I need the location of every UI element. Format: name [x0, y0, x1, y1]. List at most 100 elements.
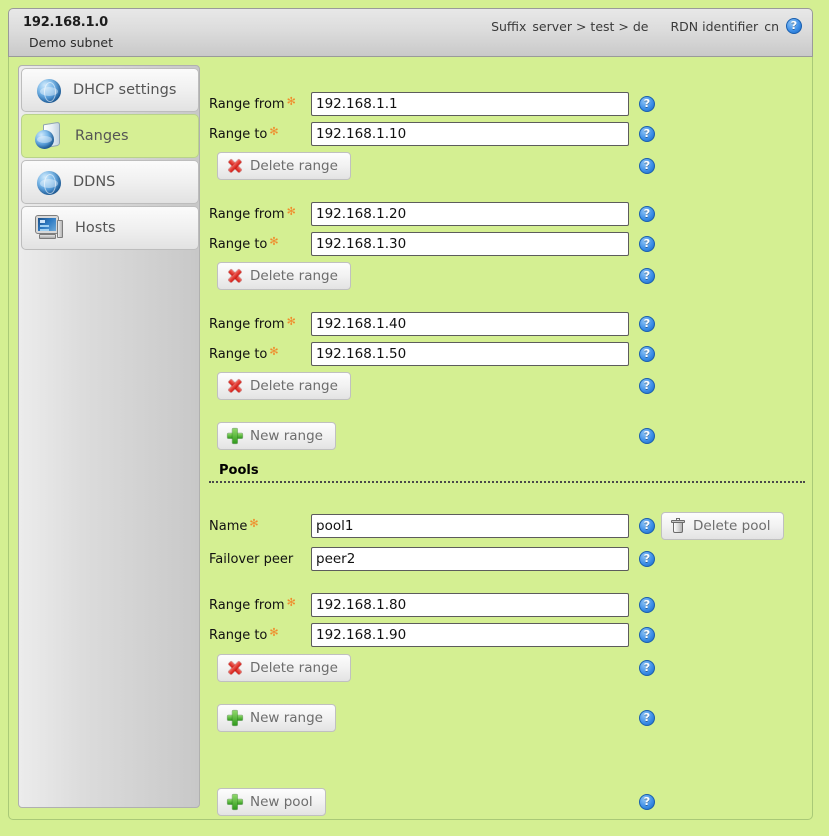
new-pool-button[interactable]: New pool — [217, 788, 326, 816]
new-range-row: New range ? — [209, 704, 805, 732]
pool-name-row: Name ✻ pool1 ? Delete pool — [209, 512, 805, 540]
required-marker: ✻ — [286, 94, 296, 108]
delete-pool-button[interactable]: Delete pool — [661, 512, 784, 540]
required-marker: ✻ — [269, 625, 279, 639]
globe-folder-icon — [35, 121, 65, 150]
delete-range-row: Delete range ? — [209, 654, 805, 682]
globe-icon — [35, 76, 63, 104]
pools-section-title: Pools — [209, 463, 805, 483]
ranges-panel: Range from ✻ 192.168.1.1 ? Range to ✻ 192.… — [209, 65, 805, 816]
sidebar-item-label: Hosts — [75, 220, 116, 236]
new-range-row: New range ? — [209, 422, 805, 450]
delete-icon — [227, 159, 242, 174]
add-icon — [227, 795, 242, 810]
delete-range-row: Delete range ? — [209, 262, 805, 290]
range-from-input-wrap: 192.168.1.40 — [311, 312, 629, 336]
new-range-button[interactable]: New range — [217, 422, 336, 450]
header-help-icon[interactable]: ? — [786, 18, 802, 34]
required-marker: ✻ — [249, 516, 259, 530]
sidebar: DHCP settings Ranges DDNS Hosts — [18, 65, 200, 808]
range-row-from: Range from ✻ 192.168.1.40 ? — [209, 311, 805, 337]
delete-range-button[interactable]: Delete range — [217, 152, 351, 180]
new-range-button[interactable]: New range — [217, 704, 336, 732]
delete-range-row: Delete range ? — [209, 372, 805, 400]
add-icon — [227, 711, 242, 726]
range-from-input[interactable]: 192.168.1.1 — [311, 92, 629, 116]
dhcp-subnet-editor: 192.168.1.0 Demo subnet Suffix server > … — [8, 8, 821, 828]
range-from-input[interactable]: 192.168.1.80 — [311, 593, 629, 617]
range-to-input-wrap: 192.168.1.30 — [311, 232, 629, 256]
sidebar-tabs: DHCP settings Ranges DDNS Hosts — [19, 66, 201, 252]
new-range-label: New range — [250, 428, 323, 444]
range-to-label: Range to ✻ — [209, 234, 279, 252]
delete-range-button[interactable]: Delete range — [217, 372, 351, 400]
failover-peer-row: Failover peer peer2 ? — [209, 546, 805, 572]
range-to-input[interactable]: 192.168.1.90 — [311, 623, 629, 647]
required-marker: ✻ — [286, 595, 296, 609]
range-to-label: Range to ✻ — [209, 124, 279, 142]
page-subtitle: Demo subnet — [29, 35, 113, 50]
range-row-to: Range to ✻ 192.168.1.90 ? — [209, 622, 805, 648]
range-from-input[interactable]: 192.168.1.20 — [311, 202, 629, 226]
sidebar-item-label: DHCP settings — [73, 82, 177, 98]
rdn-info: RDN identifier cn — [670, 19, 779, 34]
help-icon[interactable]: ? — [639, 236, 655, 252]
help-icon[interactable]: ? — [639, 378, 655, 394]
delete-range-label: Delete range — [250, 268, 338, 284]
help-icon[interactable]: ? — [639, 206, 655, 222]
help-icon[interactable]: ? — [639, 597, 655, 613]
help-icon[interactable]: ? — [639, 268, 655, 284]
range-row-from: Range from ✻ 192.168.1.20 ? — [209, 201, 805, 227]
trash-icon — [671, 518, 685, 534]
help-icon[interactable]: ? — [639, 627, 655, 643]
new-pool-label: New pool — [250, 794, 313, 810]
help-icon[interactable]: ? — [639, 346, 655, 362]
delete-range-row: Delete range ? — [209, 152, 805, 180]
suffix-label: Suffix — [491, 18, 527, 34]
help-icon[interactable]: ? — [639, 794, 655, 810]
rdn-label: RDN identifier — [670, 18, 759, 34]
help-icon[interactable]: ? — [639, 551, 655, 567]
globe-icon — [35, 168, 63, 196]
help-icon[interactable]: ? — [639, 518, 655, 534]
suffix-info: Suffix server > test > de — [491, 19, 648, 34]
failover-peer-input[interactable]: peer2 — [311, 547, 629, 571]
range-row-to: Range to ✻ 192.168.1.10 ? — [209, 121, 805, 147]
range-row-from: Range from ✻ 192.168.1.1 ? — [209, 91, 805, 117]
range-row-from: Range from ✻ 192.168.1.80 ? — [209, 592, 805, 618]
required-marker: ✻ — [269, 124, 279, 138]
required-marker: ✻ — [269, 344, 279, 358]
pool-name-input[interactable]: pool1 — [311, 514, 629, 538]
range-to-input[interactable]: 192.168.1.50 — [311, 342, 629, 366]
delete-range-button[interactable]: Delete range — [217, 654, 351, 682]
range-from-label: Range from ✻ — [209, 94, 296, 112]
sidebar-item-hosts[interactable]: Hosts — [21, 206, 199, 250]
help-icon[interactable]: ? — [639, 158, 655, 174]
rdn-value: cn — [764, 18, 779, 34]
range-to-input[interactable]: 192.168.1.10 — [311, 122, 629, 146]
help-icon[interactable]: ? — [639, 428, 655, 444]
sidebar-item-ddns[interactable]: DDNS — [21, 160, 199, 204]
sidebar-item-dhcp-settings[interactable]: DHCP settings — [21, 68, 199, 112]
range-row-to: Range to ✻ 192.168.1.30 ? — [209, 231, 805, 257]
help-icon[interactable]: ? — [639, 710, 655, 726]
new-pool-row: New pool ? — [209, 788, 805, 816]
delete-range-label: Delete range — [250, 158, 338, 174]
range-to-input[interactable]: 192.168.1.30 — [311, 232, 629, 256]
range-to-input-wrap: 192.168.1.90 — [311, 623, 629, 647]
page-title: 192.168.1.0 — [23, 15, 108, 30]
help-icon[interactable]: ? — [639, 126, 655, 142]
monitor-icon — [35, 214, 65, 242]
pools-section-header: Pools — [209, 463, 805, 483]
pool-name-input-wrap: pool1 — [311, 514, 629, 538]
help-icon[interactable]: ? — [639, 316, 655, 332]
help-icon[interactable]: ? — [639, 660, 655, 676]
failover-peer-input-wrap: peer2 — [311, 547, 629, 571]
required-marker: ✻ — [269, 234, 279, 248]
suffix-value: server > test > de — [532, 18, 649, 34]
range-from-label: Range from ✻ — [209, 204, 296, 222]
sidebar-item-ranges[interactable]: Ranges — [21, 114, 199, 158]
help-icon[interactable]: ? — [639, 96, 655, 112]
delete-range-button[interactable]: Delete range — [217, 262, 351, 290]
range-from-input[interactable]: 192.168.1.40 — [311, 312, 629, 336]
